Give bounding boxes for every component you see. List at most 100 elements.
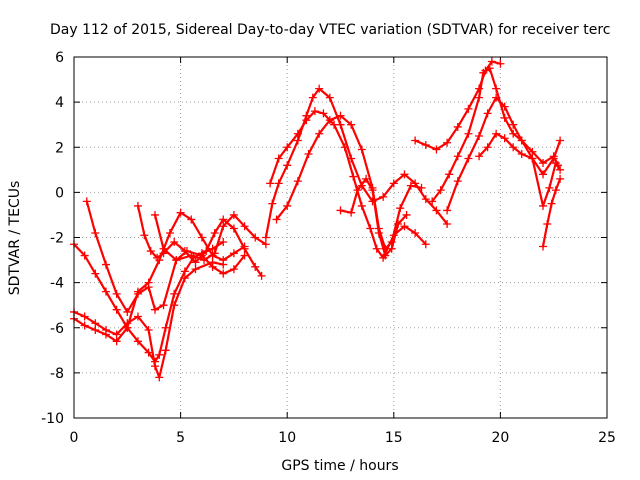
x-tick-label: 15 (385, 430, 403, 446)
data-point (539, 170, 548, 179)
data-point (180, 247, 189, 256)
data-point (551, 159, 560, 168)
data-point (112, 337, 121, 346)
data-point (500, 113, 509, 122)
data-point (417, 183, 426, 192)
data-point (492, 129, 501, 138)
data-point (165, 228, 174, 237)
data-point (159, 301, 168, 310)
data-point (219, 222, 228, 231)
y-tick-label: -10 (41, 411, 64, 427)
y-tick-label: 4 (55, 95, 64, 111)
data-point (362, 174, 371, 183)
data-point (283, 201, 292, 210)
data-point (293, 177, 302, 186)
data-point (151, 362, 160, 371)
data-point (240, 251, 249, 260)
data-point (219, 215, 228, 224)
data-point (509, 120, 518, 129)
data-point (492, 84, 501, 93)
data-point (219, 238, 228, 247)
data-point (368, 186, 377, 195)
data-point (133, 337, 142, 346)
series-arc-13 (443, 93, 565, 215)
series-arc-3 (70, 258, 228, 382)
series-line (414, 60, 502, 151)
data-point (202, 247, 211, 256)
data-point (517, 150, 526, 159)
series-arc-12 (428, 64, 562, 206)
y-tick-label: -2 (50, 231, 64, 247)
data-point (170, 289, 179, 298)
data-point (315, 129, 324, 138)
data-point (293, 129, 302, 138)
data-point (261, 233, 270, 242)
data-point (464, 104, 473, 113)
series-arc-10 (336, 174, 411, 260)
data-point (283, 143, 292, 152)
data-point (261, 240, 270, 249)
data-point (509, 143, 518, 152)
data-point (475, 152, 484, 161)
data-point (556, 174, 565, 183)
data-point (91, 269, 100, 278)
data-point (146, 247, 155, 256)
data-point (432, 206, 441, 215)
data-point (492, 93, 501, 102)
data-point (170, 238, 179, 247)
x-tick-label: 5 (176, 430, 185, 446)
data-point (389, 179, 398, 188)
data-point (210, 249, 219, 258)
data-point (406, 181, 415, 190)
data-point (187, 215, 196, 224)
data-point (464, 154, 473, 163)
series-arc-4 (82, 197, 249, 316)
data-point (330, 120, 339, 129)
data-point (443, 138, 452, 147)
y-axis-label: SDTVAR / TECUs (7, 181, 23, 296)
data-point (91, 319, 100, 328)
data-point (325, 116, 334, 125)
data-point (556, 165, 565, 174)
data-point (159, 244, 168, 253)
data-point (80, 321, 89, 330)
data-point (80, 251, 89, 260)
series-line (431, 67, 560, 203)
data-point (101, 260, 110, 269)
data-point (133, 201, 142, 210)
data-point (402, 210, 411, 219)
x-tick-label: 20 (491, 430, 509, 446)
data-point (353, 186, 362, 195)
data-point (428, 197, 437, 206)
data-point (274, 154, 283, 163)
data-point (357, 201, 366, 210)
data-point (539, 159, 548, 168)
data-point (257, 271, 266, 280)
data-point (432, 145, 441, 154)
data-point (400, 170, 409, 179)
data-point (133, 289, 142, 298)
data-point (421, 195, 430, 204)
data-point (155, 350, 164, 359)
data-point (101, 287, 110, 296)
data-point (274, 179, 283, 188)
data-point (445, 170, 454, 179)
data-point (325, 93, 334, 102)
data-point (396, 204, 405, 213)
data-point (319, 109, 328, 118)
data-point (133, 312, 142, 321)
series-arc-6 (151, 210, 270, 265)
chart-title: Day 112 of 2015, Sidereal Day-to-day VTE… (50, 22, 610, 38)
data-point (272, 215, 281, 224)
data-point (151, 210, 160, 219)
data-point (528, 147, 537, 156)
data-point (197, 233, 206, 242)
data-point (229, 224, 238, 233)
data-point (82, 197, 91, 206)
data-point (161, 323, 170, 332)
data-point (112, 305, 121, 314)
data-point (112, 289, 121, 298)
series-layer (70, 57, 565, 382)
